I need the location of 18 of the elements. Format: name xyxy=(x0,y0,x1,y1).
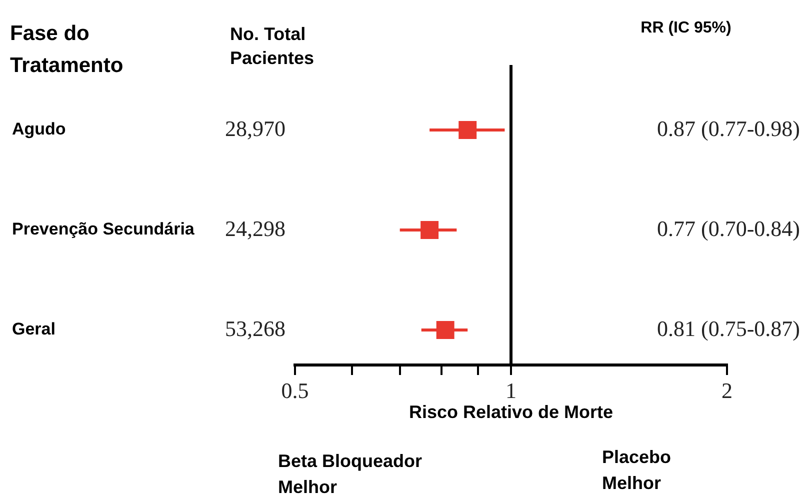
x-tick-label: 1 xyxy=(506,378,516,403)
x-tick-label: 0.5 xyxy=(281,378,309,403)
text: Fase do Tratamento xyxy=(10,22,124,77)
text: 53,268 xyxy=(225,316,286,341)
x-axis-title: Risco Relativo de Morte xyxy=(408,402,614,422)
y-tick-label: Prevenção Secundária xyxy=(12,220,195,239)
text: 28,970 xyxy=(225,116,286,141)
text: 24,298 xyxy=(225,216,286,241)
text: Beta Bloqueador Melhor xyxy=(278,450,422,496)
text: RR (IC 95%) xyxy=(640,19,732,36)
annotation: 0.81 (0.75-0.87) xyxy=(657,316,800,341)
text: Placebo Melhor xyxy=(602,446,672,493)
annotation: No. Total Pacientes xyxy=(230,24,314,68)
y-tick-label: Agudo xyxy=(12,120,66,139)
y-tick-label: Geral xyxy=(12,320,56,339)
annotation: 0.77 (0.70-0.84) xyxy=(657,216,800,241)
x-tick-label: 2 xyxy=(722,378,732,403)
annotation: 0.87 (0.77-0.98) xyxy=(657,116,800,141)
